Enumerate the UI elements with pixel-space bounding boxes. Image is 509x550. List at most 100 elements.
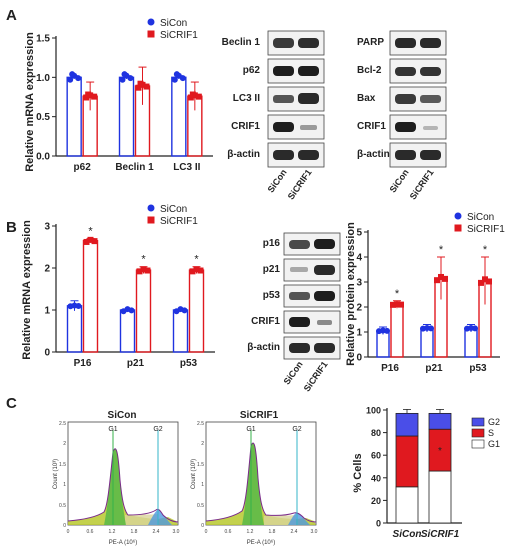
data-point [478, 279, 484, 286]
chart-bp-legend: SiCon SiCRIF1 [454, 212, 505, 235]
blot-b-frame-0 [283, 232, 341, 256]
x-tick-label: P16 [381, 363, 399, 374]
legend-g2-label: G2 [488, 417, 500, 427]
blot-a2-band [395, 122, 416, 132]
flow-left-gate-g2-label: G2 [153, 426, 162, 433]
x-tick-label: LC3 II [173, 162, 200, 173]
blot-a1-label-4: β-actin [227, 149, 260, 160]
legend-g1-label: G1 [488, 439, 500, 449]
flow-left-trace [67, 448, 179, 523]
bar [464, 327, 478, 358]
x-tick-label: p21 [127, 358, 145, 369]
blot-a2-label-3: CRIF1 [357, 121, 386, 132]
significance-marker: * [483, 244, 488, 256]
data-point [91, 93, 98, 100]
data-point [442, 275, 448, 282]
data-point [119, 76, 126, 83]
blot-b-label-4: β-actin [247, 342, 280, 353]
blot-a1-label-3: CRIF1 [231, 121, 260, 132]
significance-marker: * [194, 254, 199, 266]
x-tick-label: p62 [74, 162, 92, 173]
blot-a1-label-0: Beclin 1 [222, 37, 261, 48]
blot-a1-band [273, 95, 294, 103]
blot-a2-label-0: PARP [357, 37, 384, 48]
flow-histogram-sicrif1: SiCRIF1 G1 G2 Count (10³) PE-A (10⁶) 0 0… [191, 410, 318, 546]
blot-b-band [314, 265, 335, 275]
y-tick-label: 0 [44, 348, 50, 359]
blot-a2-band [395, 67, 416, 76]
blot-a1-band [273, 122, 294, 132]
blot-a2-band [420, 95, 441, 103]
blot-b-band [289, 240, 310, 249]
flow-left-ytick: 0.5 [59, 503, 66, 509]
flow-right-s-fill [264, 515, 296, 525]
data-point [85, 91, 92, 98]
blot-a1-lane-sicrif1: SiCRIF1 [286, 167, 314, 201]
data-point [428, 325, 434, 332]
blot-a2-band [395, 94, 416, 104]
flow-left-gate-g1-label: G1 [108, 426, 117, 433]
stacked-bar-segment [428, 412, 452, 430]
blot-b-band [314, 239, 335, 249]
flow-right-ytick: 2.5 [197, 421, 204, 427]
blot-b-frame-1 [283, 258, 341, 282]
x-tick-label: p53 [180, 358, 198, 369]
chart-a-ylabel: Relative mRNA expression [24, 32, 36, 172]
legend-sicrif1-label: SiCRIF1 [160, 216, 198, 227]
flow-left-ytick: 1 [63, 482, 66, 488]
legend-sicrif1-marker [454, 224, 462, 232]
legend-sicrif1-marker [147, 30, 155, 38]
legend-g2-swatch [471, 417, 485, 427]
blot-a2-band [420, 38, 441, 48]
flow-right-xtick: 2.4 [291, 529, 298, 535]
bar [171, 76, 187, 157]
data-point [83, 238, 90, 245]
flow-left-ytick: 2.5 [59, 421, 66, 427]
flow-histogram-sicon: SiCon G1 G2 Count (10³) PE-A (10⁶) 0 0.5… [53, 410, 180, 546]
flow-left-xlabel: PE-A (10⁶) [109, 539, 137, 546]
y-tick-label: 100 [366, 406, 381, 416]
legend-g1-swatch [471, 439, 485, 449]
stacked-bar-segment [395, 435, 419, 488]
flow-left-ytick: 0 [63, 523, 66, 529]
data-point [197, 267, 204, 274]
chart-b-protein: Relative protein expression SiCon SiCRIF… [345, 212, 505, 374]
blot-a1-band [273, 66, 294, 76]
data-point [144, 267, 151, 274]
flow-left-xtick: 1.2 [109, 529, 116, 535]
chart-c-legend: G2 S G1 [471, 417, 500, 449]
bar [135, 269, 152, 353]
stacked-bar-segment [428, 470, 452, 524]
data-point [91, 238, 98, 245]
blot-b-band [289, 317, 310, 327]
chart-c-ylabel: % Cells [352, 453, 364, 492]
legend-sicrif1-label: SiCRIF1 [160, 30, 198, 41]
flow-left-xtick: 0 [67, 529, 70, 535]
y-tick-label: 0 [356, 353, 362, 364]
flow-right-title: SiCRIF1 [240, 410, 279, 421]
y-tick-label: 1.0 [36, 73, 50, 84]
y-tick-label: 80 [371, 428, 381, 438]
blot-b-lane-sicrif1: SiCRIF1 [302, 359, 330, 393]
y-tick-label: 4 [356, 253, 362, 264]
flow-left-ytick: 1.5 [59, 462, 66, 468]
y-tick-label: 1.5 [36, 34, 50, 45]
data-point [438, 273, 444, 280]
blot-a1-band [298, 150, 319, 160]
x-tick-label: SiCon [393, 529, 422, 540]
flow-right-xtick: 0 [205, 529, 208, 535]
flow-left-title: SiCon [108, 410, 137, 421]
blot-b-senescence: p16 p21 p53 CRIF1 β-actin SiCon SiCRIF1 [247, 232, 341, 393]
blot-a-autophagy: Beclin 1 p62 LC3 II CRIF1 β-actin SiCon … [222, 30, 325, 201]
bar [172, 309, 189, 353]
blot-a2-band [423, 126, 438, 130]
data-point [87, 236, 94, 243]
blot-a2-label-4: β-actin [357, 149, 390, 160]
flow-right-ytick: 2 [201, 441, 204, 447]
blot-b-label-0: p16 [263, 238, 281, 249]
y-tick-label: 20 [371, 496, 381, 506]
data-point [171, 76, 178, 83]
blot-a1-band [298, 93, 319, 104]
chart-b-legend: SiCon SiCRIF1 [147, 204, 198, 227]
flow-left-xtick: 0.6 [87, 529, 94, 535]
